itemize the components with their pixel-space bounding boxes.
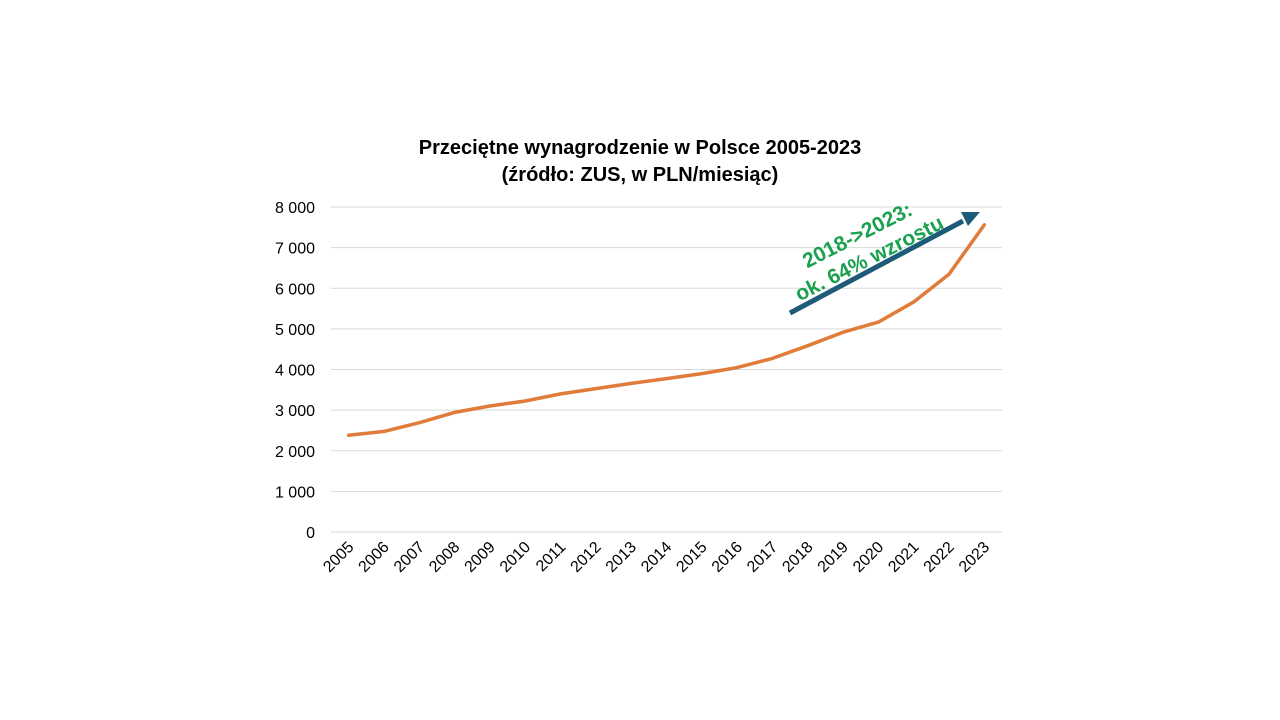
x-tick-label: 2012	[568, 539, 605, 576]
x-tick-label: 2016	[709, 539, 746, 576]
x-tick-label: 2017	[744, 539, 781, 576]
y-tick-label: 2 000	[275, 444, 315, 461]
gridlines	[331, 206, 1002, 533]
x-tick-label: 2013	[603, 539, 640, 576]
x-tick-label: 2020	[850, 539, 887, 576]
x-tick-label: 2021	[885, 539, 922, 576]
y-tick-label: 7 000	[275, 241, 315, 258]
y-axis-tick-labels: 0 1 000 2 000 3 000 4 000 5 000 6 000 7 000 8 00…	[275, 200, 315, 542]
x-tick-label: 2005	[320, 539, 357, 576]
y-tick-label: 1 000	[275, 484, 315, 501]
x-tick-label: 2019	[815, 539, 852, 576]
x-tick-label: 2008	[426, 539, 463, 576]
x-tick-label: 2011	[533, 539, 569, 575]
x-tick-label: 2007	[391, 539, 428, 576]
x-tick-label: 2023	[956, 539, 993, 576]
y-tick-label: 8 000	[275, 200, 315, 217]
x-tick-label: 2006	[356, 539, 393, 576]
growth-arrow-line	[788, 218, 965, 316]
x-tick-label: 2009	[462, 539, 499, 576]
series-line	[346, 223, 987, 438]
y-tick-label: 4 000	[275, 363, 315, 380]
growth-arrow-head	[961, 212, 980, 226]
series-layer	[346, 223, 987, 438]
y-tick-label: 3 000	[275, 403, 315, 420]
x-axis-tick-labels: 2005200620072008200920102011201220132014…	[320, 539, 993, 576]
y-tick-label: 0	[306, 525, 315, 542]
y-tick-label: 6 000	[275, 281, 315, 298]
x-tick-label: 2015	[673, 539, 710, 576]
x-tick-label: 2010	[497, 539, 534, 576]
x-tick-label: 2018	[779, 539, 816, 576]
y-tick-label: 5 000	[275, 322, 315, 339]
chart-subtitle: (źródło: ZUS, w PLN/miesiąc)	[502, 164, 779, 186]
chart-title: Przeciętne wynagrodzenie w Polsce 2005-2…	[419, 137, 861, 159]
x-tick-label: 2014	[638, 539, 675, 576]
x-tick-label: 2022	[921, 539, 958, 576]
